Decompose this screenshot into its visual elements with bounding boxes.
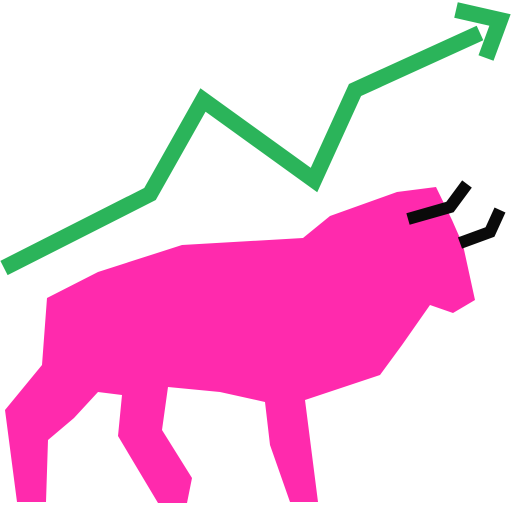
bull-icon [5,187,475,503]
bull-body [5,187,475,503]
bull-horns-icon [406,180,506,249]
trend-line [0,25,484,276]
bull-horn-back [406,180,472,225]
upward-trend-arrow-icon [0,2,511,276]
trend-arrowhead [454,2,511,61]
bull-horn-front [457,207,506,249]
